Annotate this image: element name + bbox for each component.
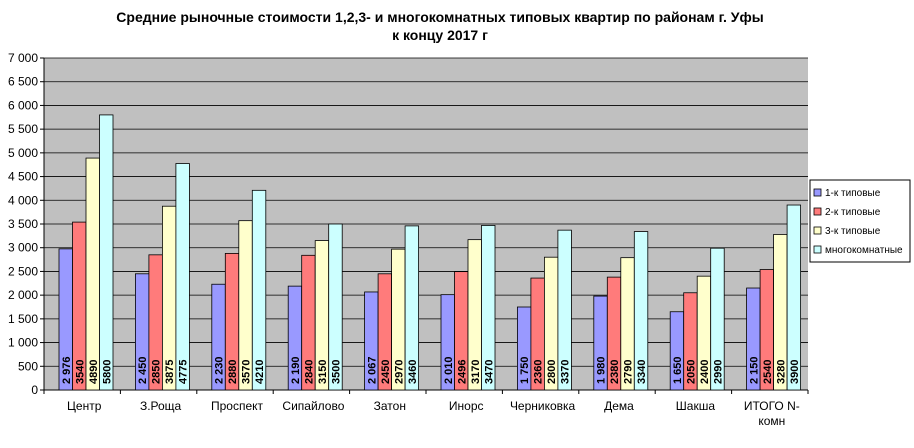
legend-label: многокомнатные <box>825 245 903 256</box>
data-label: 4890 <box>88 360 100 384</box>
x-tick-label: Инорс <box>449 399 484 413</box>
data-label: 2450 <box>380 360 392 384</box>
data-label: 2380 <box>609 360 621 384</box>
data-label: 4210 <box>254 360 266 384</box>
y-tick-label: 5 500 <box>8 122 38 136</box>
legend-label: 3-к типовые <box>825 226 881 237</box>
data-label: 2840 <box>303 360 315 384</box>
data-label: 3280 <box>775 360 787 384</box>
y-tick-label: 2 500 <box>8 264 38 278</box>
data-label: 2970 <box>393 360 405 384</box>
data-label: 2790 <box>623 360 635 384</box>
y-tick-label: 0 <box>31 383 38 397</box>
data-label: 2360 <box>533 360 545 384</box>
legend-swatch <box>813 188 822 197</box>
data-label: 1 980 <box>596 356 608 384</box>
y-tick-label: 3 500 <box>8 217 38 231</box>
data-label: 3470 <box>483 360 495 384</box>
legend-swatch <box>813 207 822 216</box>
x-tick-label: Черниковка <box>510 399 576 413</box>
x-tick-label: Затон <box>374 399 406 413</box>
data-label: 3570 <box>241 360 253 384</box>
data-label: 2 067 <box>366 356 378 384</box>
data-label: 2 976 <box>61 356 73 384</box>
y-tick-label: 1 500 <box>8 312 38 326</box>
x-tick-label: Проспект <box>211 399 264 413</box>
y-tick-label: 2 000 <box>8 288 38 302</box>
data-label: 3370 <box>560 360 572 384</box>
data-label: 2800 <box>546 360 558 384</box>
legend-swatch <box>813 245 822 254</box>
data-label: 2 190 <box>290 356 302 384</box>
y-tick-label: 3 000 <box>8 241 38 255</box>
data-label: 3900 <box>789 360 801 384</box>
data-label: 2880 <box>227 360 239 384</box>
data-label: 1 650 <box>672 356 684 384</box>
legend-label: 2-к типовые <box>825 207 881 218</box>
x-tick-label: комн <box>758 414 785 428</box>
y-tick-label: 6 500 <box>8 75 38 89</box>
y-tick-label: 6 000 <box>8 98 38 112</box>
data-label: 3170 <box>470 360 482 384</box>
bar-4 <box>404 225 420 391</box>
x-tick-label: Сипайлово <box>282 399 344 413</box>
x-tick-label: З.Роща <box>140 399 182 413</box>
y-tick-label: 4 500 <box>8 170 38 184</box>
y-tick-label: 5 000 <box>8 146 38 160</box>
y-tick-label: 1 000 <box>8 336 38 350</box>
x-tick-label: Шакша <box>676 399 716 413</box>
data-label: 4775 <box>178 360 190 384</box>
bar-4 <box>481 225 496 391</box>
data-label: 2 230 <box>214 356 226 384</box>
data-label: 3150 <box>317 360 329 384</box>
bar-4 <box>557 229 572 391</box>
chart-subtitle: к концу 2017 г <box>392 27 488 43</box>
bar-4 <box>175 163 190 391</box>
x-tick-label: Центр <box>67 399 102 413</box>
data-label: 2540 <box>762 360 774 384</box>
data-label: 2990 <box>712 360 724 384</box>
chart-title: Средние рыночные стоимости 1,2,3- и мног… <box>116 9 763 25</box>
data-label: 2496 <box>456 360 468 384</box>
data-label: 2050 <box>685 360 697 384</box>
legend-box <box>809 179 911 263</box>
data-label: 3500 <box>330 360 342 384</box>
data-label: 3340 <box>636 360 648 384</box>
bar-4 <box>633 231 649 391</box>
data-label: 3540 <box>74 360 86 384</box>
legend-swatch <box>813 226 822 235</box>
bar-3 <box>85 157 100 391</box>
x-tick-label: ИТОГО N- <box>744 399 800 413</box>
data-label: 2 010 <box>443 356 455 384</box>
data-label: 2 450 <box>137 356 149 384</box>
legend-label: 1-к типовые <box>825 188 881 199</box>
data-label: 5800 <box>101 360 113 384</box>
data-label: 2400 <box>699 360 711 384</box>
data-label: 1 750 <box>519 356 531 384</box>
data-label: 3460 <box>407 360 419 384</box>
y-tick-label: 500 <box>18 359 38 373</box>
bar-4 <box>328 223 343 391</box>
bar-4 <box>786 204 801 391</box>
x-tick-label: Дема <box>604 399 634 413</box>
y-tick-label: 7 000 <box>8 51 38 65</box>
bar-4 <box>99 114 114 391</box>
bar-4 <box>251 189 267 391</box>
data-label: 2 150 <box>748 356 760 384</box>
data-label: 3875 <box>164 360 176 384</box>
y-tick-label: 4 000 <box>8 193 38 207</box>
data-label: 2850 <box>151 360 163 384</box>
bar-4 <box>710 247 725 391</box>
